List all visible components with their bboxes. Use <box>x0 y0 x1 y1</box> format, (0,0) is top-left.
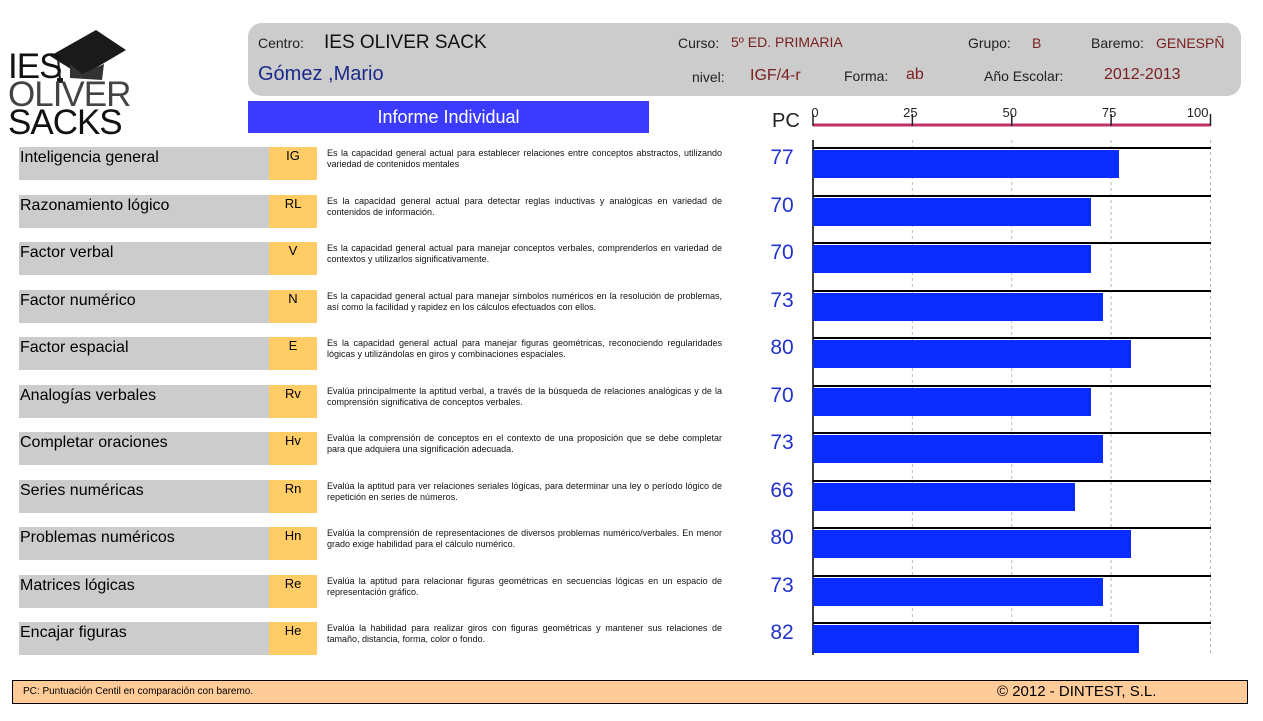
row-description: Es la capacidad general actual para mane… <box>327 338 722 359</box>
percentile-bar <box>813 388 1092 416</box>
row-baseline <box>813 337 1211 339</box>
row-label: Problemas numéricos <box>19 527 269 560</box>
pc-header: PC <box>772 110 800 132</box>
row-pc-value: 66 <box>770 479 794 502</box>
row-baseline <box>813 575 1211 577</box>
row-code: RL <box>269 195 317 228</box>
graduation-cap-icon <box>50 30 126 83</box>
row-pc-value: 73 <box>770 289 794 312</box>
percentile-bar <box>813 578 1104 606</box>
row-description: Evalúa la comprensión de representacione… <box>327 528 722 549</box>
axis-tick-label: 50 <box>1003 105 1017 120</box>
row-pc-value: 80 <box>770 336 794 359</box>
baremo-label: Baremo: <box>1091 35 1144 51</box>
curso-label: Curso: <box>678 35 720 51</box>
percentile-bar <box>813 530 1131 558</box>
row-code: N <box>269 290 317 323</box>
row-baseline <box>813 290 1211 292</box>
logo-text-line2: OLIVER <box>8 75 131 114</box>
row-code: Re <box>269 575 317 608</box>
row-code: Rv <box>269 385 317 418</box>
forma-label: Forma: <box>844 68 889 84</box>
row-label: Factor numérico <box>19 290 269 323</box>
logo-text-line3: SACKS <box>8 103 123 142</box>
grupo-value: B <box>1032 35 1042 51</box>
grupo-label: Grupo: <box>968 35 1011 51</box>
row-pc-value: 77 <box>770 146 794 169</box>
percentile-bar <box>813 625 1139 653</box>
row-description: Es la capacidad general actual para mane… <box>327 243 722 264</box>
row-code: IG <box>269 147 317 180</box>
axis-tick-label: 0 <box>811 105 818 120</box>
percentile-bar <box>813 245 1092 273</box>
axis-tick-label: 75 <box>1102 105 1116 120</box>
axis-tick-label: 25 <box>903 105 917 120</box>
row-code: V <box>269 242 317 275</box>
anio-value: 2012-2013 <box>1104 66 1181 83</box>
row-label: Factor verbal <box>19 242 269 275</box>
row-label: Inteligencia general <box>19 147 269 180</box>
curso-value: 5º ED. PRIMARIA <box>731 34 843 50</box>
percentile-bar <box>813 435 1104 463</box>
nivel-label: nivel: <box>692 69 725 85</box>
row-label: Encajar figuras <box>19 622 269 655</box>
row-baseline <box>813 195 1211 197</box>
row-label: Completar oraciones <box>19 432 269 465</box>
nivel-value: IGF/4-r <box>750 67 801 84</box>
row-baseline <box>813 622 1211 624</box>
forma-value: ab <box>906 66 924 83</box>
row-pc-value: 70 <box>770 384 794 407</box>
row-label: Analogías verbales <box>19 385 269 418</box>
student-header: Centro: IES OLIVER SACK Gómez ,Mario Cur… <box>248 23 1241 96</box>
row-pc-value: 70 <box>770 194 794 217</box>
baremo-value: GENESPÑ <box>1156 35 1225 51</box>
row-label: Matrices lógicas <box>19 575 269 608</box>
centro-value: IES OLIVER SACK <box>324 32 487 53</box>
row-pc-value: 82 <box>770 621 794 644</box>
row-pc-value: 73 <box>770 574 794 597</box>
row-code: E <box>269 337 317 370</box>
percentile-bar <box>813 483 1076 511</box>
row-baseline <box>813 480 1211 482</box>
percentile-axis: 0 25 50 75 100 <box>811 105 1212 127</box>
row-baseline <box>813 527 1211 529</box>
row-description: Evalúa la aptitud para ver relaciones se… <box>327 481 722 502</box>
percentile-bar <box>813 198 1092 226</box>
percentile-bar <box>813 293 1104 321</box>
percentile-bar <box>813 150 1120 178</box>
row-description: Evalúa la aptitud para relacionar figura… <box>327 576 722 597</box>
row-code: He <box>269 622 317 655</box>
row-code: Hv <box>269 432 317 465</box>
row-code: Hn <box>269 527 317 560</box>
row-pc-value: 70 <box>770 241 794 264</box>
row-description: Evalúa la comprensión de conceptos en el… <box>327 433 722 454</box>
anio-label: Año Escolar: <box>984 68 1064 84</box>
centro-label: Centro: <box>258 35 304 51</box>
student-name: Gómez ,Mario <box>258 63 384 85</box>
row-label: Series numéricas <box>19 480 269 513</box>
percentile-bar <box>813 340 1131 368</box>
row-description: Es la capacidad general actual para mane… <box>327 291 722 312</box>
row-description: Evalúa principalmente la aptitud verbal,… <box>327 386 722 407</box>
row-description: Evalúa la habilidad para realizar giros … <box>327 623 722 644</box>
row-baseline <box>813 242 1211 244</box>
row-description: Es la capacidad general actual para dete… <box>327 196 722 217</box>
row-baseline <box>813 385 1211 387</box>
row-label: Factor espacial <box>19 337 269 370</box>
footer-bar: PC: Puntuación Centil en comparación con… <box>12 680 1248 704</box>
axis-tick-label: 100 <box>1187 105 1209 120</box>
row-description: Es la capacidad general actual para esta… <box>327 148 722 169</box>
school-logo: IES OLIVER SACKS <box>8 28 131 142</box>
row-pc-value: 73 <box>770 431 794 454</box>
row-pc-value: 80 <box>770 526 794 549</box>
row-code: Rn <box>269 480 317 513</box>
report-title: Informe Individual <box>248 101 649 133</box>
copyright: © 2012 - DINTEST, S.L. <box>997 683 1157 700</box>
row-baseline <box>813 147 1211 149</box>
logo-text-line1: IES <box>8 47 62 86</box>
footer-note: PC: Puntuación Centil en comparación con… <box>23 686 254 697</box>
row-label: Razonamiento lógico <box>19 195 269 228</box>
row-baseline <box>813 432 1211 434</box>
